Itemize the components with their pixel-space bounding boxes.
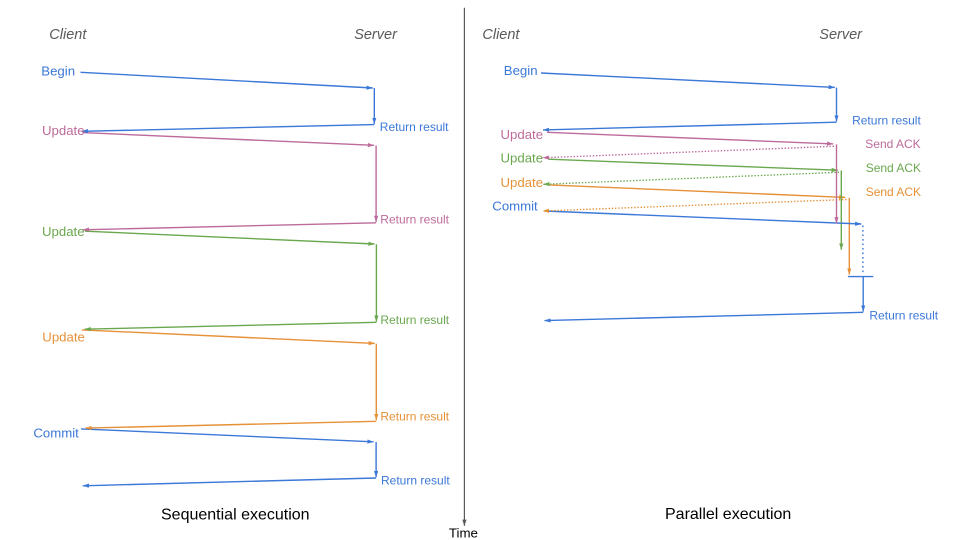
svg-text:Return result: Return result xyxy=(380,120,449,134)
svg-text:Update: Update xyxy=(42,123,85,138)
svg-text:Return result: Return result xyxy=(381,473,450,487)
svg-text:Return result: Return result xyxy=(380,410,449,424)
svg-text:Update: Update xyxy=(42,224,85,239)
svg-text:Commit: Commit xyxy=(492,199,538,214)
svg-text:Update: Update xyxy=(501,175,544,190)
svg-text:Server: Server xyxy=(819,27,863,43)
svg-text:Update: Update xyxy=(42,330,85,345)
svg-text:Return result: Return result xyxy=(869,308,938,322)
svg-text:Sequential execution: Sequential execution xyxy=(161,506,310,523)
svg-text:Begin: Begin xyxy=(41,64,75,79)
svg-text:Commit: Commit xyxy=(33,425,79,440)
svg-text:Return result: Return result xyxy=(380,212,449,226)
svg-text:Update: Update xyxy=(501,127,544,142)
svg-text:Client: Client xyxy=(49,27,87,43)
svg-text:Update: Update xyxy=(501,151,544,166)
svg-text:Client: Client xyxy=(482,27,520,43)
svg-text:Time: Time xyxy=(449,525,478,540)
svg-text:Send ACK: Send ACK xyxy=(866,185,921,199)
svg-text:Server: Server xyxy=(354,27,398,43)
svg-text:Return result: Return result xyxy=(380,313,449,327)
svg-text:Send ACK: Send ACK xyxy=(866,161,921,175)
svg-text:Return result: Return result xyxy=(852,113,921,127)
svg-text:Begin: Begin xyxy=(504,63,538,78)
svg-text:Send ACK: Send ACK xyxy=(865,137,920,151)
svg-text:Parallel execution: Parallel execution xyxy=(665,506,791,523)
